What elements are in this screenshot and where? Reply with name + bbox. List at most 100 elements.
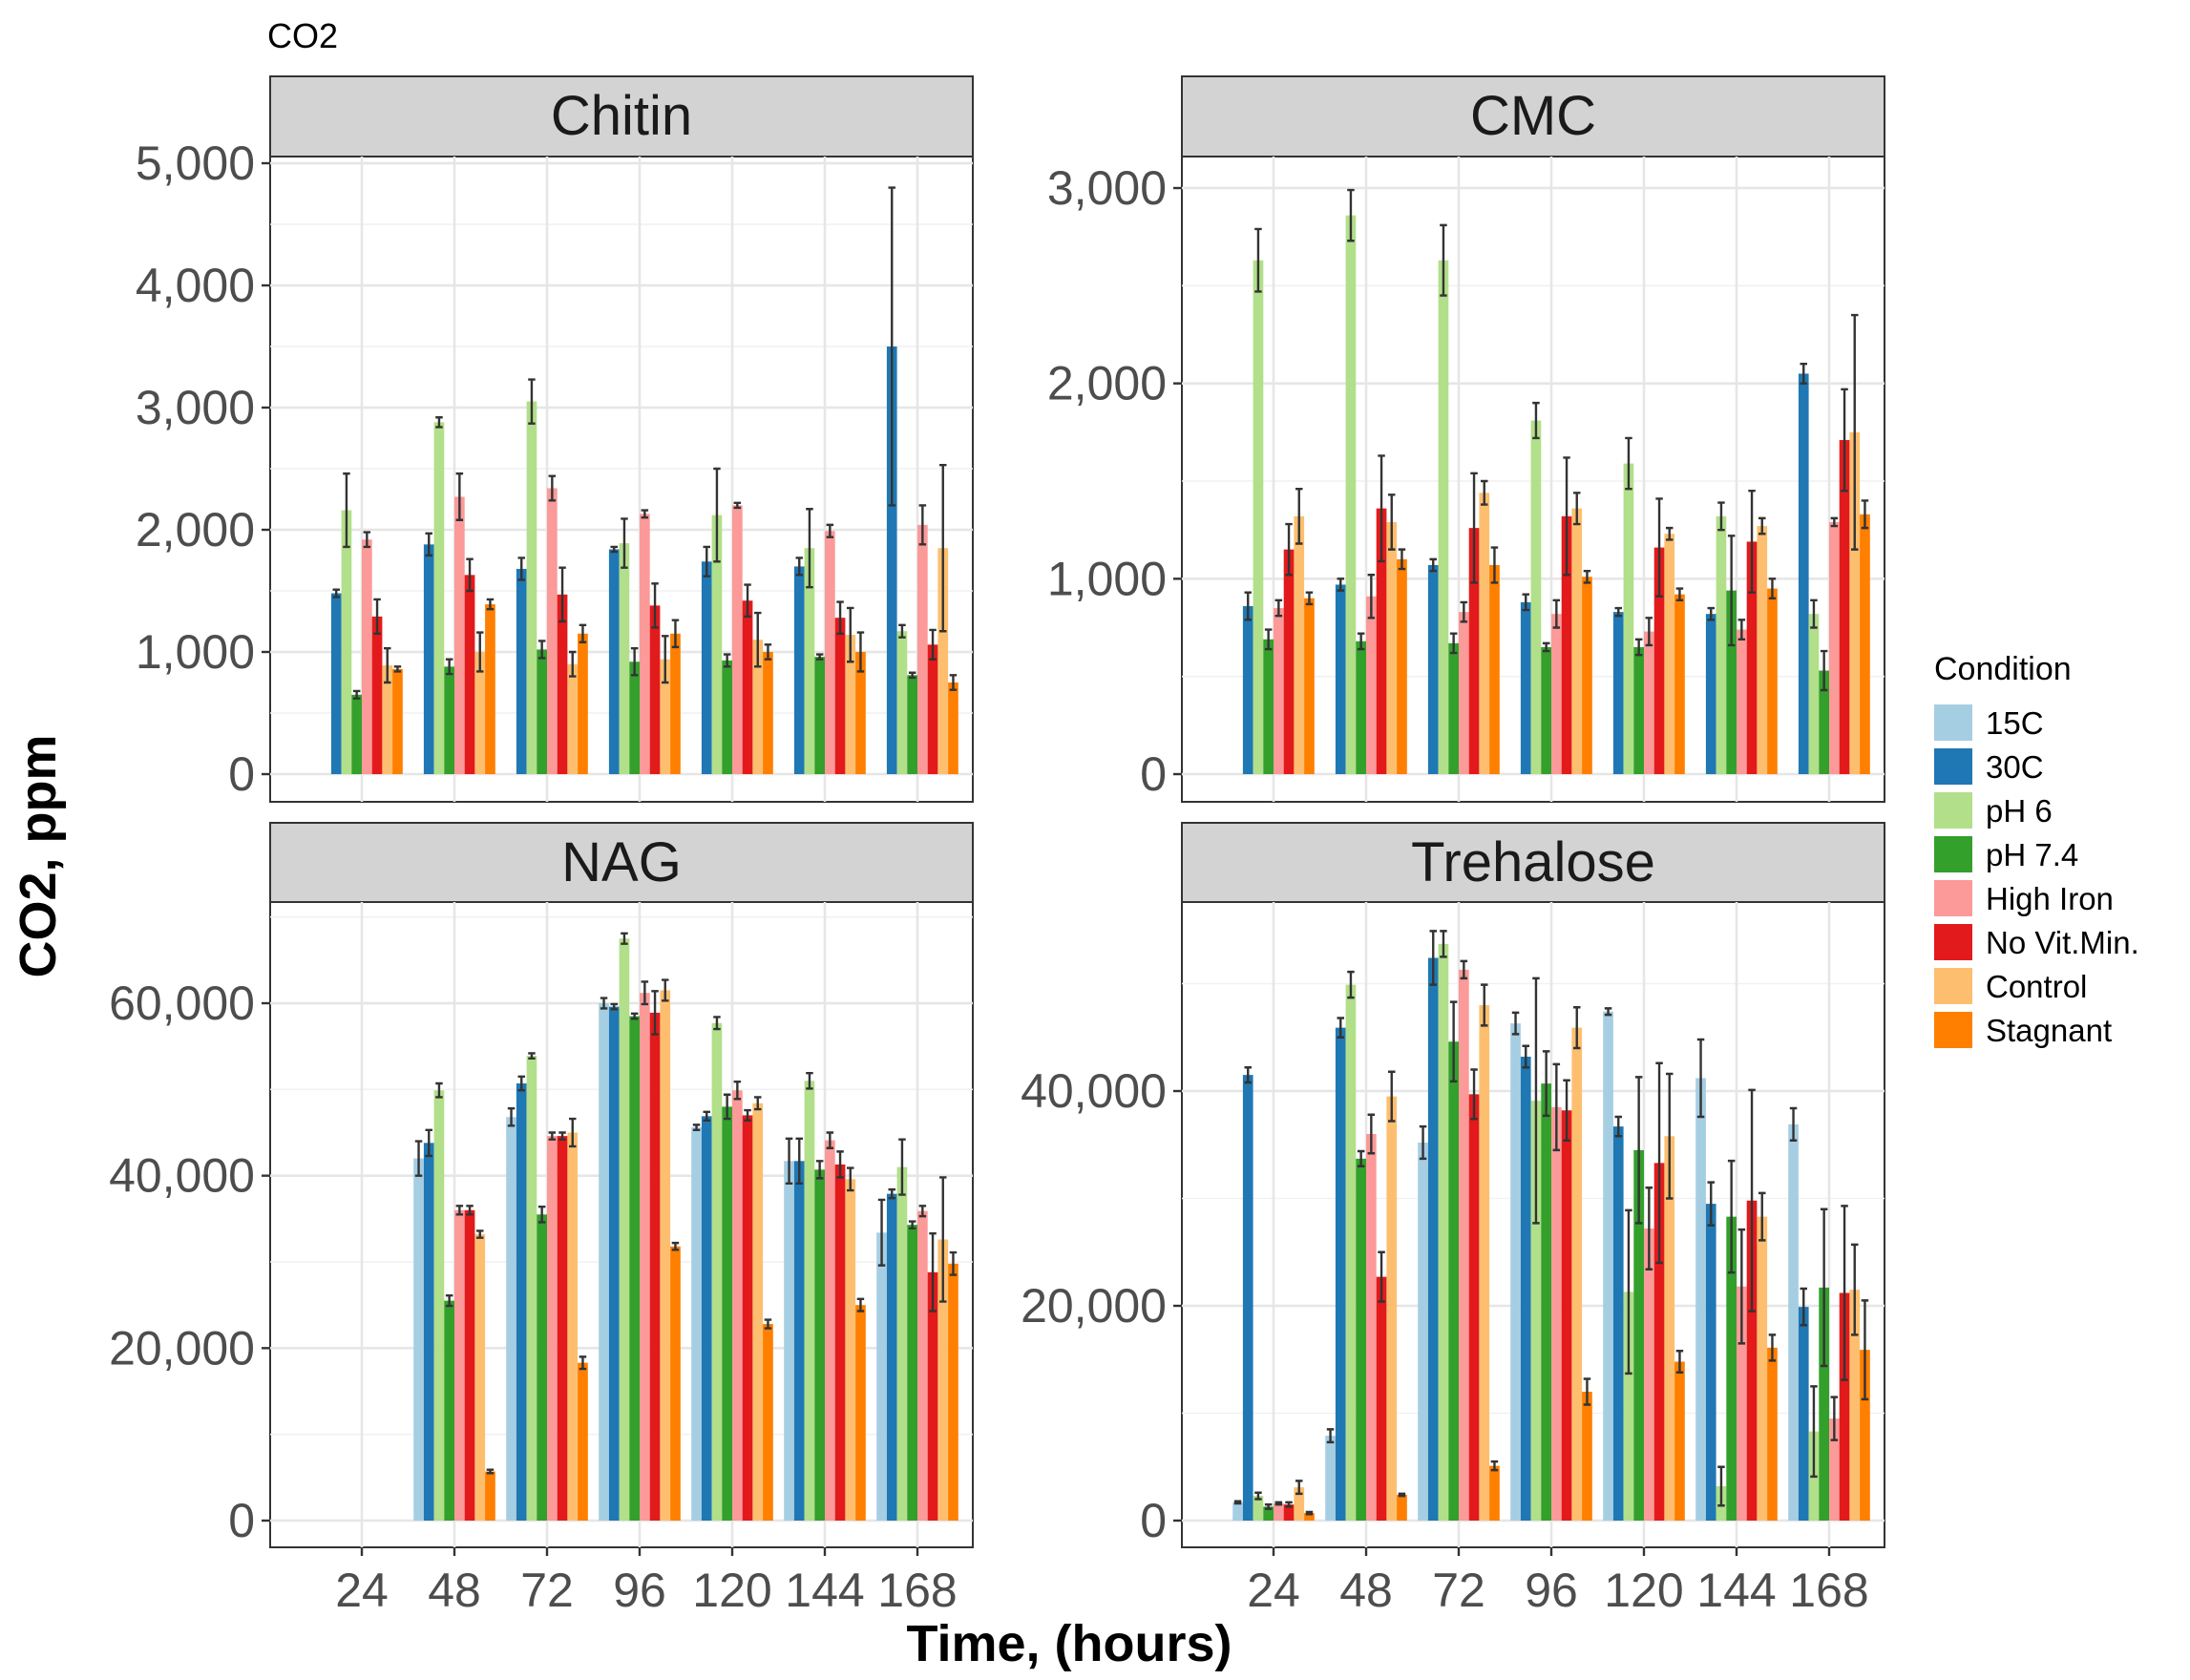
bar-no-vit-min-48: [464, 575, 475, 774]
bar-ph-6-72: [526, 1056, 537, 1521]
bar-ph-7-4-168: [1819, 1287, 1829, 1521]
bar-no-vit-min-96: [1561, 1110, 1572, 1521]
bar-stagnant-24: [1304, 1513, 1315, 1521]
y-tick-label: 20,000: [1021, 1279, 1167, 1333]
error-bar-no-vit-min-168: [929, 628, 937, 661]
bar-ph-7-4-48: [1356, 640, 1366, 774]
legend-label: pH 6: [1986, 793, 2053, 829]
error-bar-no-vit-min-72: [558, 566, 566, 623]
bar-no-vit-min-144: [1746, 1200, 1758, 1521]
x-tick-label: 120: [1604, 1564, 1683, 1617]
error-bar-ph-7-4-144: [815, 1160, 824, 1180]
legend-item-ph-7-4: pH 7.4: [1934, 836, 2078, 872]
bar-no-vit-min-96: [649, 605, 661, 774]
strip-label: CMC: [1470, 85, 1596, 147]
bar-stagnant-168: [1860, 1350, 1870, 1521]
error-bar-stagnant-144: [1768, 578, 1777, 599]
error-bar-control-120: [754, 611, 762, 668]
error-bar-control-48: [476, 631, 484, 673]
bar-15c-48: [413, 1158, 424, 1521]
bar-control-144: [845, 1179, 856, 1521]
error-bar-30c-72: [517, 556, 525, 581]
error-bar-stagnant-168: [949, 674, 958, 691]
bar-control-144: [1757, 1216, 1768, 1521]
error-bar-30c-168: [1800, 363, 1807, 385]
panel-nag: NAG 0 20,000 40,000 60,000 24 48 72 96 120 144 168: [109, 822, 974, 1617]
bar-stagnant-72: [1489, 565, 1500, 774]
bar-control-72: [567, 1132, 579, 1521]
bar-control-120: [1664, 534, 1675, 774]
x-tick-label: 120: [692, 1564, 771, 1617]
error-bar-control-72: [569, 650, 577, 678]
y-tick-label: 3,000: [136, 381, 255, 434]
bars: [330, 346, 958, 774]
bar-ph-6-168: [896, 631, 908, 774]
error-bar-ph-7-4-72: [537, 1205, 546, 1224]
error-bar-high-iron-168: [918, 1205, 927, 1218]
bar-ph-6-96: [619, 938, 630, 1521]
bar-no-vit-min-48: [464, 1209, 475, 1521]
legend-label: No Vit.Min.: [1986, 925, 2139, 960]
bar-30c-96: [608, 549, 620, 774]
error-bar-high-iron-144: [1737, 619, 1746, 640]
bar-stagnant-120: [1674, 1361, 1685, 1521]
bar-control-24: [1294, 1487, 1305, 1521]
error-bar-15c-24: [1233, 1500, 1242, 1505]
error-bar-high-iron-144: [826, 1131, 834, 1149]
y-tick-label: 0: [228, 1494, 255, 1547]
bar-control-120: [752, 1102, 764, 1521]
bar-control-96: [660, 990, 671, 1521]
bar-30c-120: [1612, 1126, 1624, 1521]
error-bar-high-iron-144: [1737, 1228, 1746, 1345]
bar-ph-7-4-120: [1633, 1149, 1644, 1521]
error-bar-stagnant-96: [1583, 1377, 1591, 1406]
error-bar-ph-7-4-120: [1634, 1076, 1643, 1225]
error-bar-ph-6-144: [1717, 1465, 1725, 1507]
bar-ph-6-120: [1623, 1292, 1634, 1521]
bar-high-iron-48: [1366, 1134, 1377, 1521]
error-bar-stagnant-120: [1675, 587, 1684, 602]
bar-stagnant-168: [948, 1263, 958, 1521]
bar-ph-6-120: [1623, 463, 1634, 774]
bar-30c-144: [1705, 1204, 1716, 1521]
error-bar-stagnant-96: [671, 619, 680, 649]
error-bar-ph-7-4-96: [1542, 1050, 1550, 1118]
bar-control-48: [474, 652, 486, 774]
bar-control-72: [1479, 493, 1490, 774]
y-tick-label: 0: [1140, 1494, 1167, 1547]
error-bar-stagnant-168: [1861, 1299, 1869, 1401]
error-bar-15c-144: [1696, 1038, 1705, 1119]
error-bar-15c-144: [785, 1137, 793, 1185]
error-bar-30c-96: [610, 545, 618, 554]
bar-high-iron-48: [1366, 596, 1377, 774]
error-bar-ph-6-24: [343, 472, 350, 549]
error-bar-ph-6-48: [1347, 970, 1355, 999]
bar-no-vit-min-72: [1468, 528, 1480, 774]
legend-key: [1934, 704, 1972, 741]
error-bar-ph-7-4-144: [1727, 535, 1736, 647]
bar-control-120: [752, 640, 764, 774]
bar-ph-6-72: [1438, 260, 1449, 774]
bar-high-iron-72: [1459, 969, 1469, 1521]
error-bar-stagnant-120: [1675, 1350, 1684, 1374]
error-bar-30c-168: [1800, 1287, 1807, 1327]
error-bar-no-vit-min-24: [373, 598, 381, 635]
bar-stagnant-120: [763, 1324, 773, 1521]
bar-ph-6-24: [1253, 1496, 1264, 1521]
bar-stagnant-72: [1489, 1465, 1500, 1521]
bar-stagnant-72: [578, 633, 588, 774]
error-bar-no-vit-min-48: [466, 1205, 474, 1216]
error-bars: [1233, 930, 1869, 1516]
bar-high-iron-48: [454, 496, 465, 774]
error-bar-stagnant-96: [671, 1241, 680, 1251]
bar-stagnant-48: [1397, 1495, 1407, 1521]
error-bar-no-vit-min-96: [1563, 456, 1570, 577]
y-tick-label: 1,000: [136, 625, 255, 679]
error-bar-control-48: [1388, 494, 1396, 551]
bar-30c-144: [793, 1161, 805, 1521]
error-bar-ph-7-4-72: [1449, 1000, 1458, 1083]
y-tick-label: 40,000: [109, 1149, 255, 1203]
error-bar-ph-7-4-120: [1634, 638, 1643, 657]
error-bar-ph-7-4-168: [908, 671, 916, 680]
